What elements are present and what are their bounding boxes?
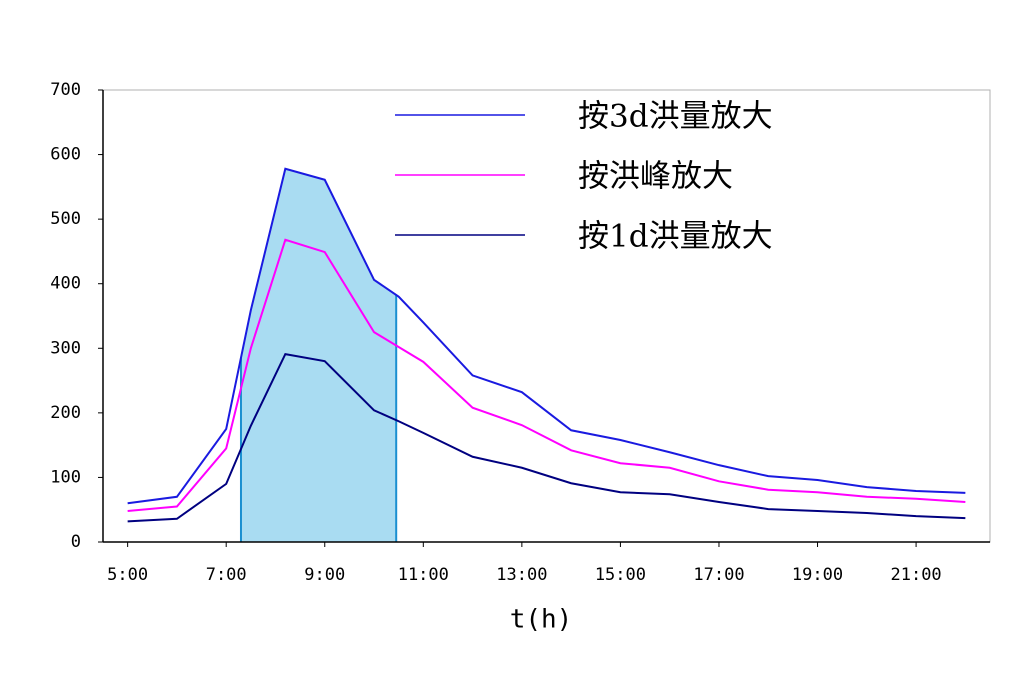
y-tick-label: 600 — [50, 145, 81, 165]
series-line — [127, 238, 966, 513]
x-tick-label: 21:00 — [890, 565, 941, 585]
x-tick-label: 9:00 — [304, 565, 345, 585]
x-tick-label: 11:00 — [398, 565, 449, 585]
y-tick-label: 400 — [50, 274, 81, 294]
y-tick-label: 200 — [50, 403, 81, 423]
legend-label: 按洪峰放大 — [578, 159, 733, 195]
x-tick-label: 17:00 — [693, 565, 744, 585]
y-tick-label: 0 — [71, 532, 81, 552]
legend-label: 按3d洪量放大 — [578, 99, 773, 135]
y-tick-label: 100 — [50, 467, 81, 487]
x-tick-label: 7:00 — [206, 565, 247, 585]
x-tick-label: 13:00 — [496, 565, 547, 585]
y-tick-label: 500 — [50, 209, 81, 229]
x-axis-label: t(h) — [510, 605, 573, 635]
y-tick-label: 300 — [50, 338, 81, 358]
x-tick-label: 19:00 — [792, 565, 843, 585]
y-tick-label: 700 — [50, 80, 81, 100]
legend-label: 按1d洪量放大 — [578, 219, 773, 255]
x-tick-label: 15:00 — [595, 565, 646, 585]
series-line — [127, 352, 966, 523]
plot-frame — [102, 89, 991, 543]
x-tick-label: 5:00 — [107, 565, 148, 585]
series-line — [127, 167, 966, 505]
highlight-area — [240, 168, 397, 542]
